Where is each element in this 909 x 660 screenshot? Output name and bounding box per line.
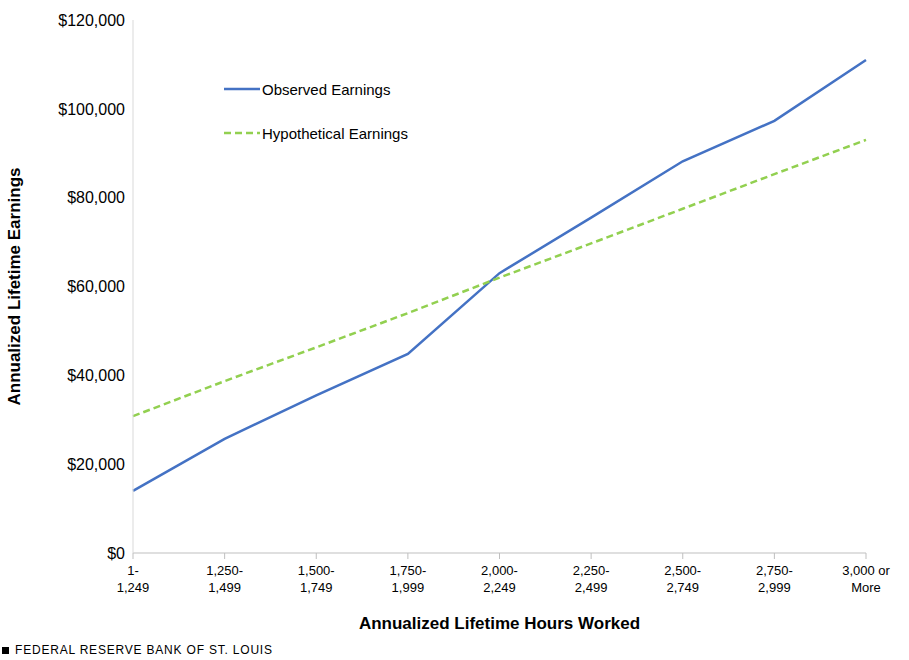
svg-text:Annualized Lifetime Earnings: Annualized Lifetime Earnings [8,167,24,405]
svg-text:$40,000: $40,000 [67,367,125,384]
svg-text:$0: $0 [107,545,125,562]
svg-text:1,250-1,499: 1,250-1,499 [206,563,243,595]
svg-text:1,750-1,999: 1,750-1,999 [389,563,426,595]
html-text:FEDERAL RESERVE BANK OF ST. LO: FEDERAL RESERVE BANK OF ST. LOUIS [15,643,273,657]
svg-text:$60,000: $60,000 [67,278,125,295]
svg-text:$80,000: $80,000 [67,189,125,206]
svg-text:1-1,249: 1-1,249 [117,563,150,595]
svg-text:3,000 orMore: 3,000 orMore [842,563,890,595]
svg-text:1,500-1,749: 1,500-1,749 [298,563,335,595]
html-text:Observed Earnings: Observed Earnings [262,80,391,98]
svg-text:$100,000: $100,000 [58,101,125,118]
svg-text:2,750-2,999: 2,750-2,999 [756,563,793,595]
svg-text:Annualized Lifetime Hours Work: Annualized Lifetime Hours Worked [359,614,640,633]
html-text:Hypothetical Earnings: Hypothetical Earnings [262,124,408,142]
svg-text:2,500-2,749: 2,500-2,749 [664,563,701,595]
svg-text:$20,000: $20,000 [67,456,125,473]
svg-text:$120,000: $120,000 [58,12,125,29]
svg-text:2,250-2,499: 2,250-2,499 [573,563,610,595]
svg-text:2,000-2,249: 2,000-2,249 [481,563,518,595]
